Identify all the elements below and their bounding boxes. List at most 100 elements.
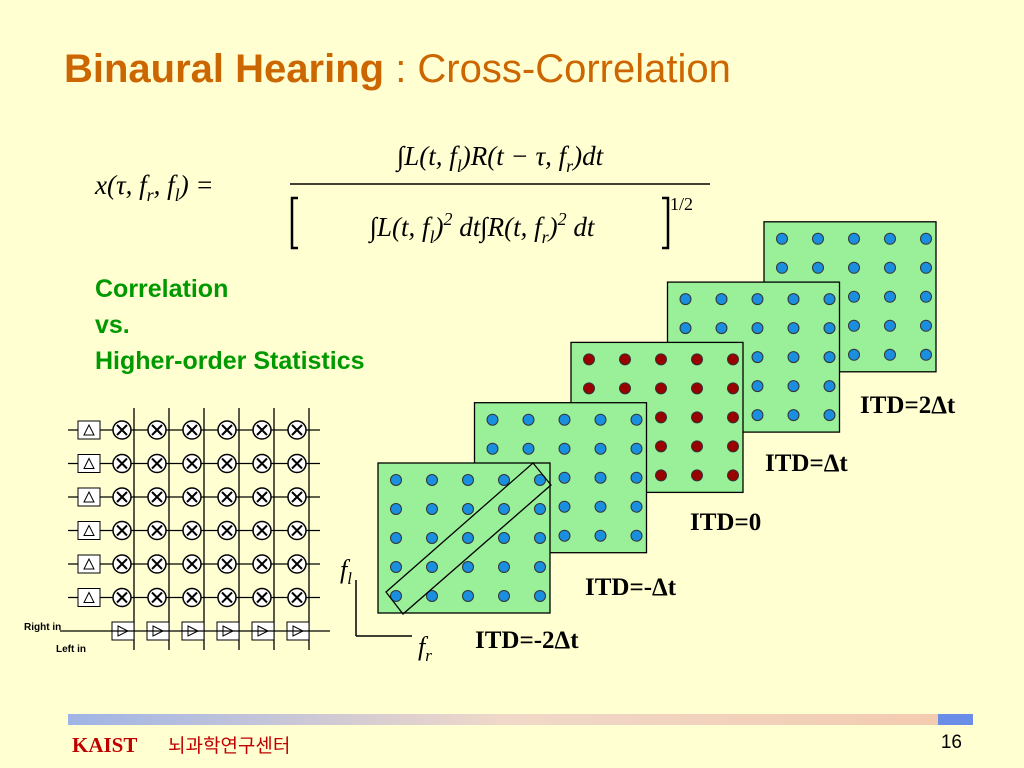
multiplier-x: [221, 558, 233, 570]
formula-piece: ) =: [178, 170, 214, 200]
multiplier-x: [116, 424, 128, 436]
multiplier-x: [291, 524, 303, 537]
delay-triangle: [83, 591, 95, 603]
multiplier-x: [256, 491, 268, 503]
formula-piece: l: [457, 156, 462, 176]
plane-dot: [920, 232, 932, 245]
plane-dot: [787, 351, 800, 364]
formula-piece: l: [429, 227, 434, 247]
formula-piece: , f: [154, 170, 179, 200]
plane-dot: [776, 261, 788, 274]
plane-dot: [884, 348, 896, 361]
subtitle-line: Higher-order Statistics: [95, 347, 365, 375]
formula-piece: ∫L(t, f: [395, 141, 460, 173]
plane-dot: [848, 290, 860, 303]
formula-piece: x(τ, f: [94, 170, 150, 200]
delay-triangle: [83, 423, 95, 436]
plane-dot: [751, 409, 764, 422]
plane-dot: [462, 474, 474, 486]
formula-piece: r: [147, 185, 155, 205]
plane-dot: [594, 442, 607, 455]
plane-dot: [594, 529, 607, 542]
multiplier-x: [151, 524, 163, 537]
plane-dot: [619, 382, 631, 395]
formula-piece: )dt: [571, 141, 604, 171]
formula-part: x(τ, fr, fl) =: [94, 170, 214, 205]
plane-dot: [534, 590, 546, 602]
delay-box: [77, 487, 101, 507]
multiplier-x: [221, 591, 233, 604]
plane-dot: [751, 380, 764, 393]
formula-piece: 2: [444, 209, 453, 229]
plane-dot: [619, 353, 631, 366]
plane-dot: [426, 474, 438, 486]
plane-dot: [715, 293, 728, 306]
plane-dot: [655, 411, 667, 424]
plane-dot: [655, 440, 667, 453]
delay-box: [77, 420, 101, 440]
plane-dot: [751, 351, 764, 364]
plane-dot: [691, 382, 703, 395]
plane-dot: [679, 322, 692, 335]
plane-dot: [426, 561, 438, 573]
formula-piece: r: [566, 156, 574, 176]
multiplier-x: [256, 457, 268, 470]
plane-dot: [498, 590, 510, 602]
plane-dot: [558, 529, 571, 542]
multiplier-x: [256, 591, 268, 604]
plane-dot: [920, 348, 932, 361]
plane-dot: [498, 503, 510, 515]
exponent: 1/2: [670, 194, 693, 214]
plane-dot: [558, 442, 571, 455]
multiplier-x: [221, 524, 233, 537]
plane-dot: [390, 590, 402, 602]
plane-dot: [823, 293, 836, 306]
plane-dot: [823, 351, 836, 364]
plane-dot: [583, 382, 595, 395]
multiplier-x: [151, 491, 163, 503]
multiplier-x: [116, 524, 128, 537]
axis-x-label: fr: [418, 632, 432, 665]
plane-dot: [534, 561, 546, 573]
multiplier-x: [256, 558, 268, 570]
plane-dot: [462, 532, 474, 544]
formula-piece: 2: [558, 209, 567, 229]
multiplier-x: [151, 424, 163, 436]
multiplier-x: [186, 524, 198, 537]
plane-dot: [630, 471, 643, 484]
plane-dot: [787, 380, 800, 393]
plane-dot: [691, 353, 703, 366]
plane-dot: [920, 261, 932, 274]
plane-dot: [498, 532, 510, 544]
title-bold: Binaural Hearing: [64, 47, 384, 91]
plane-dot: [486, 413, 499, 426]
plane-dot: [812, 261, 824, 274]
plane-dot: [848, 319, 860, 332]
multiplier-x: [116, 491, 128, 503]
plane-dot: [426, 590, 438, 602]
delay-box: [77, 521, 101, 540]
plane-dot: [679, 293, 692, 306]
plane-dot: [390, 561, 402, 573]
axis-label-sub: l: [347, 569, 352, 588]
axis-label-sub: r: [425, 646, 432, 665]
plane-dot: [655, 353, 667, 366]
plane-dot: [630, 413, 643, 426]
delay-triangle: [83, 524, 95, 536]
multiplier-x: [186, 457, 198, 470]
plane-dot: [630, 442, 643, 455]
formula-part: ∫L(t, fl)2 dt∫R(t, fr)2 dt: [368, 209, 596, 247]
plane-dot: [884, 261, 896, 274]
plane-dot: [848, 232, 860, 245]
bracket-left: [290, 196, 298, 250]
formula-piece: ): [547, 212, 558, 242]
plane-dot: [390, 503, 402, 515]
formula-piece: )R(t − τ, f: [460, 141, 570, 171]
formula-piece: ): [433, 212, 444, 242]
multiplier-x: [221, 491, 233, 503]
multiplier-x: [151, 457, 163, 470]
plane-dot: [848, 261, 860, 274]
plane-dot: [727, 353, 739, 366]
plane-dot: [655, 469, 667, 482]
